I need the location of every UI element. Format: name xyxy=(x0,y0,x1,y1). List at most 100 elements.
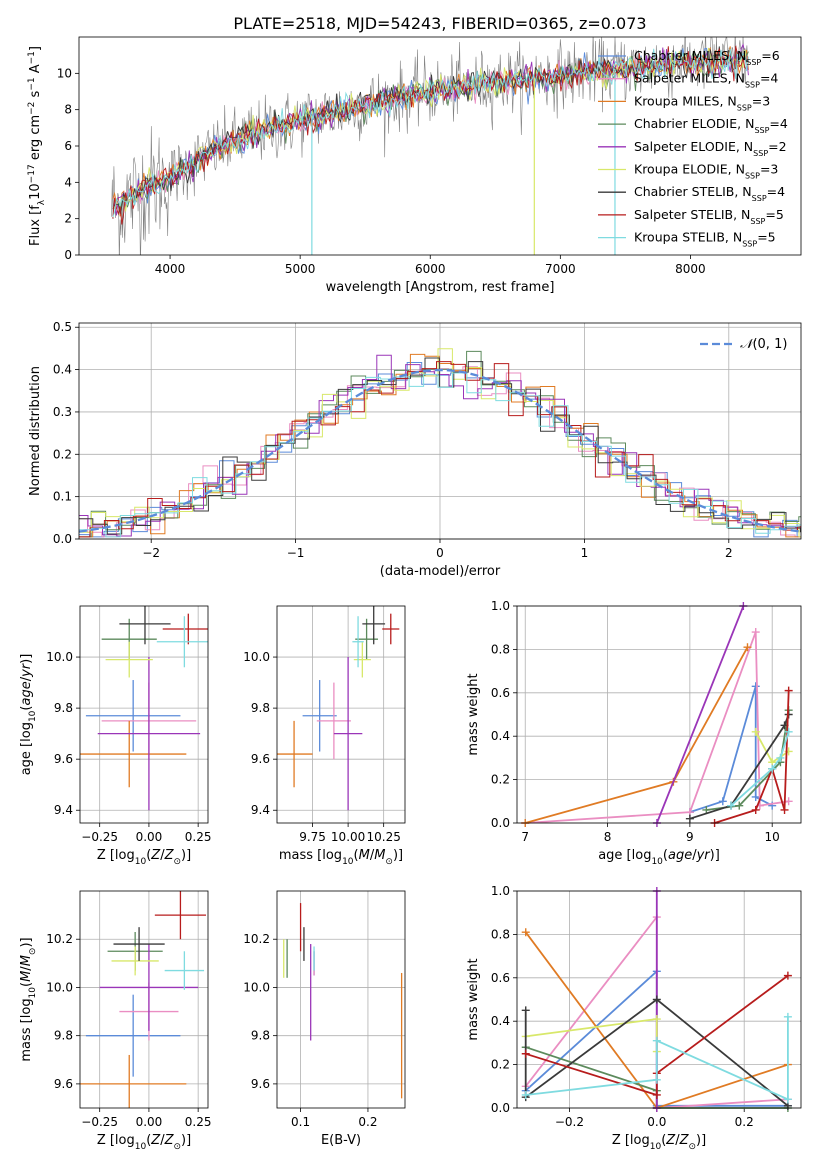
y-tick-label: 0.2 xyxy=(53,447,72,461)
weight-line xyxy=(730,731,790,807)
weight-marker xyxy=(783,1095,792,1104)
panel-mass-vs-ebv: 0.1 0.2 9.6 9.8 10.0 10.2 E(B-V) xyxy=(243,890,406,1148)
x-tick-label: 0.2 xyxy=(735,1115,754,1129)
x-axis-label: Z [log10(Z/Z⊙)] xyxy=(97,848,191,867)
y-tick-label: 4 xyxy=(64,175,72,189)
residual-histogram xyxy=(79,357,801,535)
weight-marker xyxy=(751,682,760,691)
errorbar-point xyxy=(85,680,181,752)
x-tick-label: 5000 xyxy=(285,262,316,276)
legend-label: Chabrier MILES, NSSP=6 xyxy=(634,48,780,67)
weight-marker xyxy=(718,797,727,806)
model-spectrum xyxy=(112,46,749,225)
x-tick-label: −2 xyxy=(142,546,160,560)
errorbar-point xyxy=(333,657,363,811)
weight-marker xyxy=(751,792,760,801)
y-tick-label: 0.5 xyxy=(53,320,72,334)
x-tick-label: 2 xyxy=(725,546,733,560)
x-tick-label: −0.2 xyxy=(555,1115,584,1129)
y-axis-label: mass [log10(M/M⊙)] xyxy=(19,937,38,1061)
y-tick-label: 9.4 xyxy=(54,803,73,817)
weight-line xyxy=(656,605,745,824)
legend-label: Chabrier ELODIE, NSSP=4 xyxy=(634,116,788,135)
observed-spectrum xyxy=(111,37,749,255)
errorbar-point xyxy=(80,720,187,788)
y-axis-label: age [log10(age/yr)] xyxy=(19,654,38,776)
y-tick-label: 0.4 xyxy=(53,363,72,377)
weight-marker xyxy=(751,727,760,736)
errorbar-point xyxy=(162,613,208,645)
y-tick-label: 9.6 xyxy=(54,1077,73,1091)
errorbar-point xyxy=(362,606,386,645)
weight-marker xyxy=(783,1012,792,1021)
y-axis-label: mass weight xyxy=(466,673,481,755)
legend-label: Salpeter MILES, NSSP=4 xyxy=(634,71,778,90)
errorbar-point xyxy=(105,641,153,678)
y-tick-label: 6 xyxy=(64,139,72,153)
x-tick-label: 10.25 xyxy=(366,830,400,844)
panel-age-weights: 7 8 9 10 0.0 0.2 0.4 0.6 0.8 1.0 age [log10(age/yr… xyxy=(466,599,802,867)
legend-label: 𝒩(0, 1) xyxy=(740,337,787,352)
y-tick-label: 0.2 xyxy=(491,1058,510,1072)
y-tick-label: 9.8 xyxy=(54,701,73,715)
axes-frame xyxy=(516,605,802,824)
legend-label: Kroupa MILES, NSSP=3 xyxy=(634,93,770,112)
errorbar-point xyxy=(85,994,181,1077)
y-tick-label: 0.3 xyxy=(53,405,72,419)
errorbar-point xyxy=(99,944,199,1031)
weight-marker xyxy=(727,801,736,810)
y-tick-label: 0.0 xyxy=(491,1101,510,1115)
errorbar-point xyxy=(353,641,371,678)
weight-marker xyxy=(783,971,792,980)
axes-frame xyxy=(78,36,802,256)
weight-marker xyxy=(751,805,760,814)
x-tick-label: 0.25 xyxy=(185,830,212,844)
x-tick-label: 1 xyxy=(581,546,589,560)
x-tick-label: −0.25 xyxy=(81,830,118,844)
weight-marker xyxy=(735,801,744,810)
x-tick-label: 9.75 xyxy=(299,830,326,844)
errorbar-point xyxy=(352,616,364,668)
y-tick-label: 9.6 xyxy=(54,752,73,766)
x-tick-label: 0.1 xyxy=(291,1115,310,1129)
x-tick-label: 10 xyxy=(765,830,780,844)
x-tick-label: −1 xyxy=(287,546,305,560)
y-tick-label: 0.4 xyxy=(491,1014,510,1028)
errorbar-point xyxy=(111,946,159,976)
y-tick-label: 2 xyxy=(64,212,72,226)
weight-marker xyxy=(776,753,785,762)
x-tick-label: 7 xyxy=(521,830,529,844)
x-axis-label: Z [log10(Z/Z⊙)] xyxy=(612,1133,706,1152)
residual-histogram xyxy=(79,361,801,538)
y-tick-label: 9.8 xyxy=(54,1029,73,1043)
weight-marker xyxy=(652,1036,661,1045)
weight-marker xyxy=(685,814,694,823)
weight-marker xyxy=(652,1075,661,1084)
spectrum-legend: Chabrier MILES, NSSP=6 Salpeter MILES, NS… xyxy=(598,48,788,248)
x-tick-label: 9 xyxy=(686,830,694,844)
x-tick-label: 0.00 xyxy=(136,1115,163,1129)
errorbar-point xyxy=(316,682,351,760)
x-axis-label: mass [log10(M/M⊙)] xyxy=(279,848,403,867)
x-tick-label: 4000 xyxy=(155,262,186,276)
errorbar-point xyxy=(277,720,313,788)
x-tick-label: 0.0 xyxy=(647,1115,666,1129)
weight-marker xyxy=(652,995,661,1004)
x-axis-label: (data-model)/error xyxy=(380,564,501,579)
x-tick-label: 7000 xyxy=(545,262,576,276)
weight-line xyxy=(525,1017,658,1052)
y-tick-label: 9.8 xyxy=(251,701,270,715)
y-tick-label: 10.2 xyxy=(46,932,73,946)
x-axis-label: E(B-V) xyxy=(321,1133,361,1148)
weight-marker xyxy=(784,727,793,736)
weight-marker xyxy=(521,928,530,937)
y-tick-label: 10.0 xyxy=(46,980,73,994)
axes-frame xyxy=(79,605,209,824)
weight-line xyxy=(689,714,790,820)
weight-marker xyxy=(521,1006,530,1015)
legend-label: Salpeter STELIB, NSSP=5 xyxy=(634,207,784,226)
y-tick-label: 10.0 xyxy=(243,980,270,994)
y-tick-label: 0.4 xyxy=(491,729,510,743)
panel-age-vs-mass: 9.75 10.00 10.25 9.4 9.6 9.8 10.0 mass [log10(M… xyxy=(243,605,406,867)
